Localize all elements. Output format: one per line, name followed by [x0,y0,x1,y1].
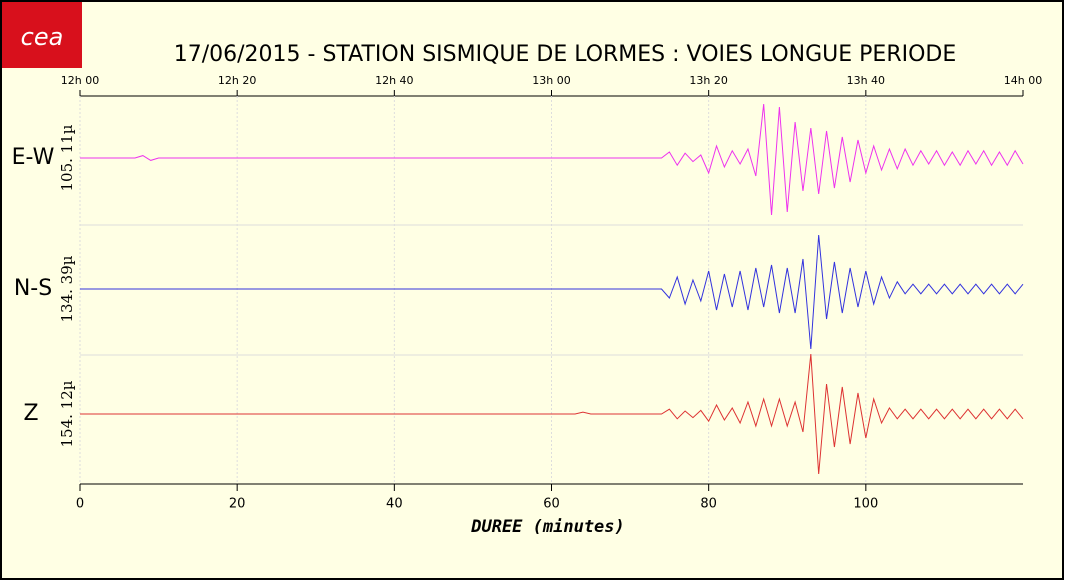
top-tick-label: 13h 20 [689,74,727,87]
top-tick-label: 14h 00 [1004,74,1042,87]
trace-name: Z [23,401,38,426]
top-tick-label: 13h 00 [532,74,570,87]
top-tick-label: 12h 40 [375,74,413,87]
x-tick-label: 60 [543,497,560,512]
x-tick-label: 80 [700,497,717,512]
chart-title: 17/06/2015 - STATION SISMIQUE DE LORMES … [174,42,957,67]
x-tick-label: 40 [386,497,403,512]
trace [80,234,1024,350]
top-tick-label: 12h 20 [218,74,256,87]
top-tick-label: 13h 40 [847,74,885,87]
logo-text: cea [21,23,64,51]
trace [80,353,1024,475]
trace-scale: 105. 11µ [58,124,76,191]
x-tick-label: 0 [76,497,84,512]
logo-box [2,2,82,68]
x-tick-label: 20 [229,497,246,512]
trace-scale: 154. 12µ [58,380,76,447]
x-axis-title: DUREE (minutes) [470,517,625,537]
trace-scale: 134. 39µ [58,255,76,322]
trace-name: E-W [12,145,55,170]
trace [80,103,1024,216]
x-tick-label: 100 [853,497,878,512]
top-tick-label: 12h 00 [61,74,99,87]
trace-name: N-S [14,276,52,301]
